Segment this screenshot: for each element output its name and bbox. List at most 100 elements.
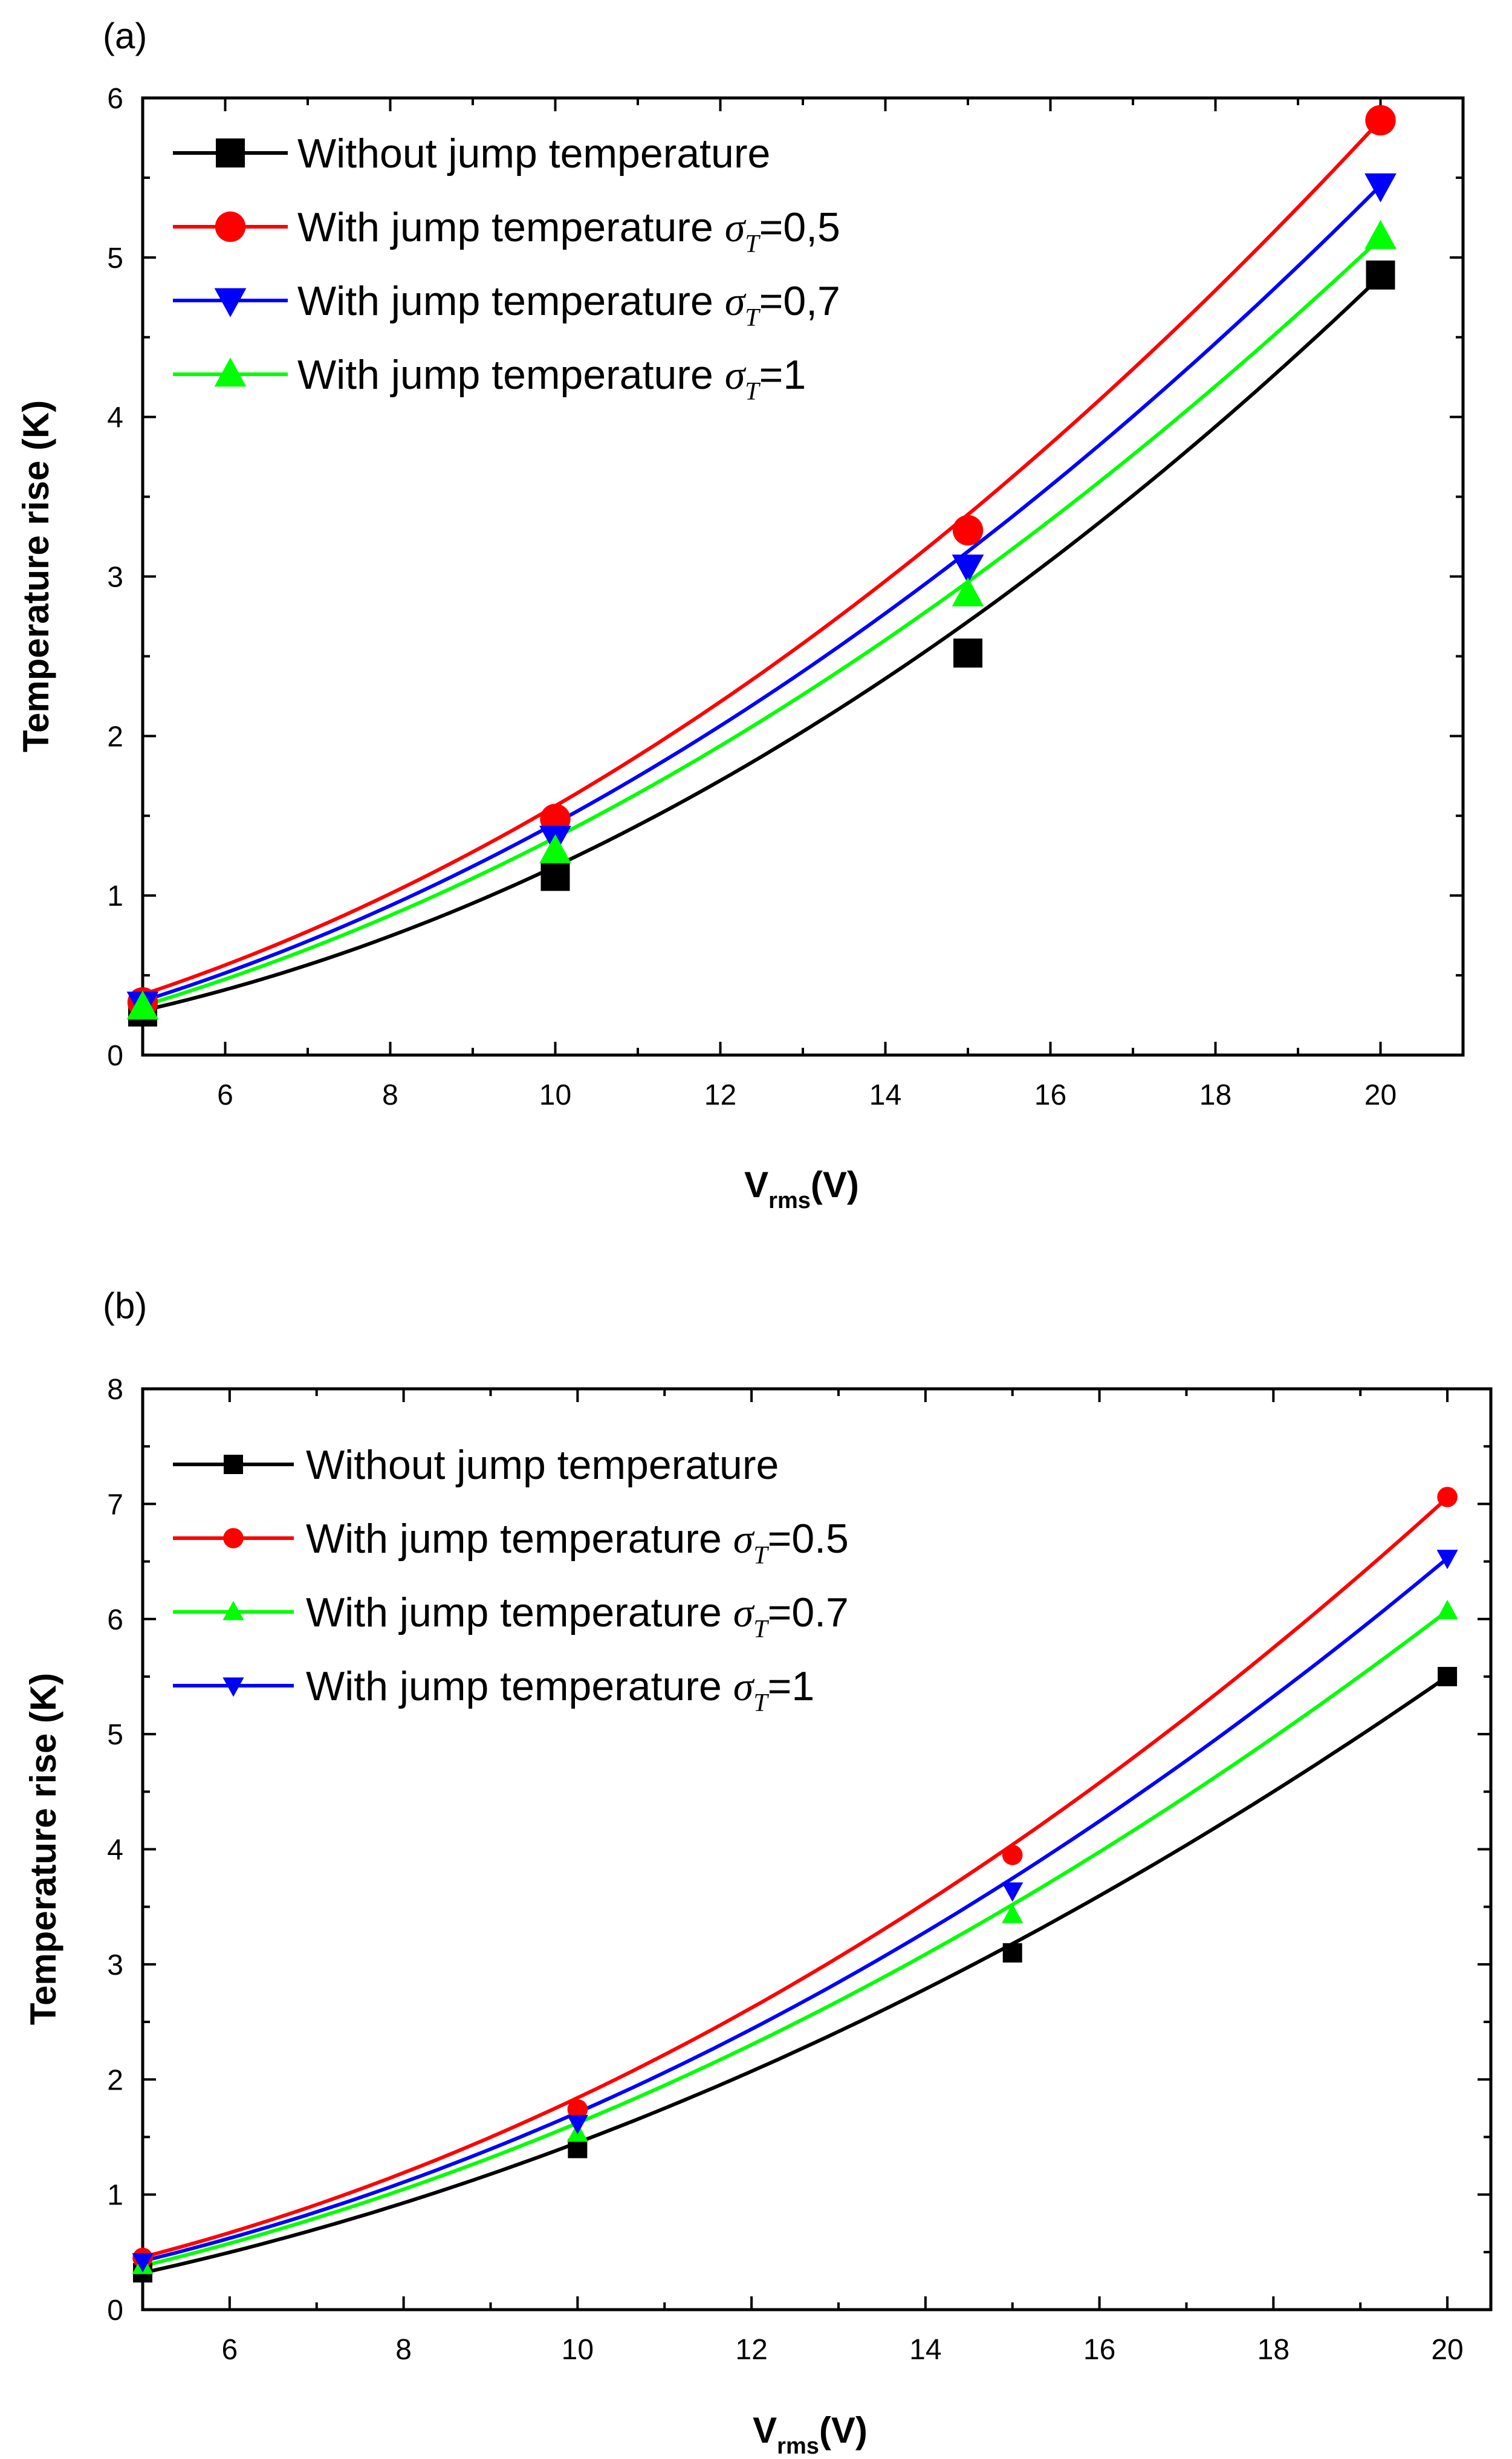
legend-label-name: Without jump temperature: [297, 131, 770, 177]
plot-area: [132, 1487, 1458, 2283]
legend-marker: [214, 357, 247, 387]
series-4-point: [952, 577, 984, 606]
legend-label-name: With jump temperature: [297, 352, 725, 398]
series-2-curve: [142, 119, 1382, 996]
chart-panel-1: (a)6 8 10 12 14 16 18 200123456Vrms(V)Temperatu…: [16, 16, 1465, 1213]
legend-marker: [223, 1528, 244, 1548]
plot-area: [126, 105, 1397, 1027]
y-tick-label: 2: [107, 721, 123, 753]
x-tick-label: 12: [735, 2334, 767, 2366]
sigma-subscript: T: [753, 1616, 769, 1643]
x-tick-label: 10: [539, 1079, 571, 1111]
x-tick-label: 6: [222, 2334, 238, 2366]
y-tick-label: 8: [107, 1374, 123, 1406]
legend-marker: [224, 1455, 243, 1474]
series-1-point: [953, 638, 982, 668]
x-tick-label: 18: [1257, 2334, 1290, 2366]
series-2-point: [952, 515, 984, 546]
y-tick-label: 0: [107, 1040, 123, 1072]
legend-marker: [216, 138, 245, 167]
series-1-curve: [142, 275, 1382, 1013]
y-tick-label: 4: [107, 402, 123, 434]
sigma-subscript: T: [745, 230, 761, 258]
y-tick-label: 1: [107, 880, 123, 912]
sigma-symbol: σ: [733, 1663, 755, 1709]
sigma-subscript: T: [753, 1689, 769, 1717]
legend-label: With jump temperature σT=0,5: [297, 204, 840, 258]
y-tick-label: 5: [107, 242, 123, 274]
x-tick-label: 14: [869, 1079, 901, 1111]
series-4-point: [566, 2114, 588, 2134]
series-4-point: [126, 990, 159, 1020]
panel-label: (b): [103, 1285, 147, 1326]
series-3-curve: [142, 184, 1382, 1003]
series-3-curve: [142, 1609, 1449, 2268]
y-tick-label: 6: [107, 83, 123, 115]
y-tick-label: 3: [107, 1949, 123, 1981]
series-4-curve: [142, 1556, 1449, 2263]
sigma-subscript: T: [745, 304, 761, 332]
legend-label-name: Without jump temperature: [306, 1442, 779, 1488]
series-4-point: [132, 2253, 154, 2273]
y-tick-label: 6: [107, 1604, 123, 1636]
legend-marker: [222, 1677, 244, 1697]
sigma-symbol: σ: [733, 1516, 755, 1562]
y-tick-label: 1: [107, 2180, 123, 2212]
series-4-point: [539, 834, 571, 863]
series-3-point: [1436, 1600, 1458, 1620]
series-2-point: [1437, 1487, 1458, 1507]
sigma-symbol: σ: [725, 352, 747, 398]
x-axis-title-main: V: [744, 1165, 768, 1205]
y-tick-label: 3: [107, 562, 123, 594]
legend-sigma-value: =0,7: [759, 278, 840, 324]
x-tick-label: 18: [1199, 1079, 1231, 1111]
x-axis-title-sub: rms: [768, 1188, 811, 1213]
x-axis-title: Vrms(V): [753, 2410, 868, 2459]
x-tick-label: 16: [1083, 2334, 1115, 2366]
series-2-point: [1002, 1845, 1023, 1865]
legend-label: With jump temperature σT=0,7: [297, 278, 840, 332]
legend-label-name: With jump temperature: [306, 1590, 733, 1636]
legend-label-name: With jump temperature: [297, 278, 725, 324]
legend-label-name: With jump temperature: [306, 1516, 733, 1562]
x-tick-label: 10: [562, 2334, 594, 2366]
series-3-point: [1002, 1903, 1024, 1923]
series-2-point: [1365, 105, 1396, 136]
legend-label-name: With jump temperature: [306, 1663, 733, 1709]
x-tick-label: 20: [1364, 1079, 1397, 1111]
x-axis-title-main: V: [753, 2410, 777, 2451]
legend: Without jump temperature With jump temper…: [173, 131, 840, 406]
series-4-curve: [142, 236, 1382, 1008]
legend-sigma-value: =0,5: [759, 204, 840, 250]
y-tick-label: 2: [107, 2064, 123, 2096]
series-1-curve: [142, 1675, 1449, 2275]
legend-label-name: With jump temperature: [297, 204, 725, 250]
series-1-point: [1438, 1666, 1458, 1686]
legend-label: Without jump temperature: [306, 1442, 779, 1488]
x-axis-title-unit: (V): [811, 1165, 859, 1205]
legend-label: With jump temperature σT=0.5: [306, 1516, 849, 1570]
series-4-point: [1364, 219, 1397, 249]
y-tick-label: 7: [107, 1489, 123, 1521]
legend-sigma-value: =0.7: [768, 1590, 849, 1636]
series-1-point: [1002, 1943, 1022, 1963]
series-1-point: [568, 2139, 588, 2159]
x-axis-title: Vrms(V): [744, 1165, 859, 1213]
legend-marker: [215, 211, 246, 242]
sigma-subscript: T: [745, 378, 761, 406]
series-3-point: [952, 554, 984, 584]
series-2-point: [567, 2099, 588, 2120]
legend-label: Without jump temperature: [297, 131, 770, 177]
sigma-symbol: σ: [733, 1590, 755, 1636]
x-axis-title-sub: rms: [777, 2434, 819, 2459]
x-tick-label: 12: [704, 1079, 736, 1111]
legend-sigma-value: =0.5: [768, 1516, 849, 1562]
series-2-curve: [142, 1496, 1449, 2259]
legend-marker: [214, 288, 247, 317]
y-axis-title: Temperature rise (K): [16, 400, 56, 752]
legend-label: With jump temperature σT=0.7: [306, 1590, 849, 1643]
legend: Without jump temperature With jump temper…: [173, 1442, 849, 1717]
legend-sigma-value: =1: [759, 352, 806, 398]
x-tick-label: 8: [395, 2334, 412, 2366]
